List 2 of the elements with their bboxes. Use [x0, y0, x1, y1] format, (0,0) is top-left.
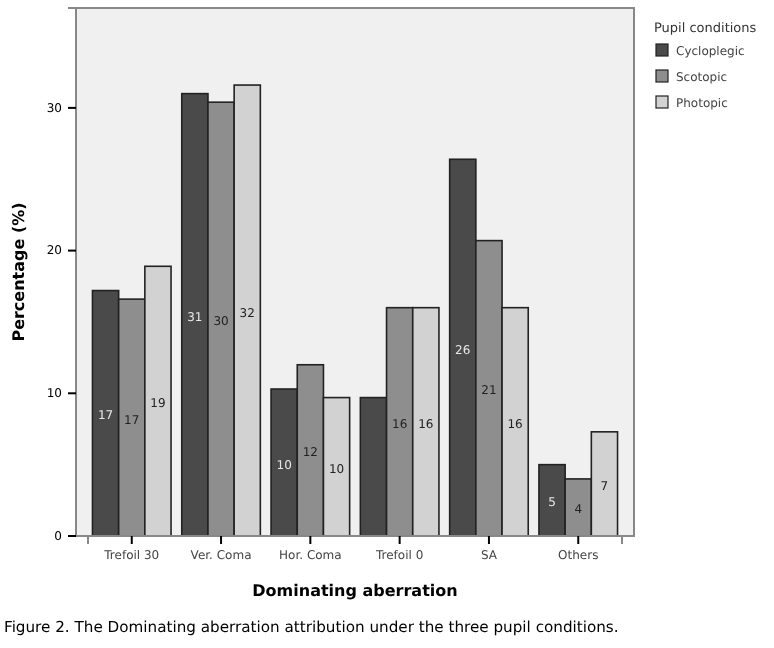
x-axis-title: Dominating aberration — [252, 582, 459, 600]
y-axis-title: Percentage (%) — [10, 202, 28, 342]
